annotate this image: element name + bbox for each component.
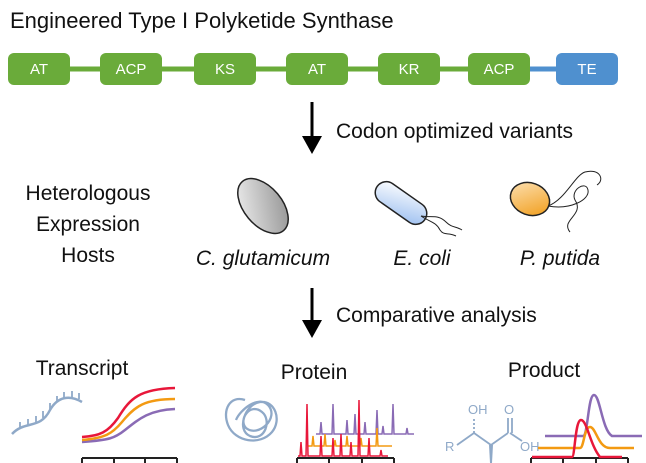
analysis-transcript-label: Transcript — [36, 357, 129, 380]
domain-acp-box: ACP — [100, 53, 162, 85]
step-comparative-analysis: Comparative analysis — [336, 304, 537, 327]
hosts-label-line-1: Heterologous — [26, 182, 151, 205]
p-putida-cell-icon — [509, 170, 602, 233]
host-name-p-putida: P. putida — [520, 247, 600, 270]
domain-label: AT — [308, 61, 326, 78]
product-chromatogram — [530, 393, 642, 463]
protein-trace-purple — [316, 403, 414, 435]
transcript-curve-red — [81, 386, 176, 439]
down-arrow-icon — [302, 288, 322, 338]
step-codon-optimized: Codon optimized variants — [336, 120, 573, 143]
transcript-curve-purple — [81, 407, 176, 444]
domain-label: KR — [399, 61, 420, 78]
transcript-chart — [81, 386, 178, 463]
domain-label: TE — [577, 61, 596, 78]
domain-te-box: TE — [556, 53, 618, 85]
host-name-e-coli: E. coli — [393, 247, 452, 270]
hosts-label-line-2: Expression — [36, 213, 140, 236]
diagram-title: Engineered Type I Polyketide Synthase — [10, 8, 394, 33]
molecule-r-label: R — [445, 439, 454, 454]
c-glutamicum-cell-icon — [237, 177, 289, 235]
domain-ks-box: KS — [194, 53, 256, 85]
domain-label: ACP — [484, 61, 515, 78]
e-coli-cell-icon — [374, 180, 463, 237]
molecule-o-label: O — [504, 402, 514, 417]
product-trace-red — [532, 418, 622, 459]
transcript-curve-orange — [81, 397, 176, 442]
molecule-structure-icon: OH O OH R — [445, 402, 540, 463]
host-name-c-glutamicum: C. glutamicum — [196, 247, 330, 270]
domain-kr-box: KR — [378, 53, 440, 85]
rna-strand-icon — [11, 391, 83, 435]
protein-trace-red — [298, 399, 388, 457]
molecule-oh2-label: OH — [520, 439, 540, 454]
hosts-label-line-3: Hosts — [61, 244, 115, 267]
analysis-product-label: Product — [508, 359, 581, 382]
protein-coil-icon — [224, 397, 278, 442]
molecule-oh-label: OH — [468, 402, 488, 417]
down-arrow-icon — [302, 102, 322, 154]
analysis-protein-label: Protein — [281, 361, 348, 384]
domain-label: AT — [30, 61, 48, 78]
domain-at-box: AT — [8, 53, 70, 85]
domain-label: ACP — [116, 61, 147, 78]
product-trace-orange — [538, 425, 634, 450]
pks-domain-chain: AT ACP KS AT KR ACP TE — [8, 53, 618, 85]
domain-at-box: AT — [286, 53, 348, 85]
domain-acp-box: ACP — [468, 53, 530, 85]
domain-label: KS — [215, 61, 235, 78]
protein-spectrum-chart — [296, 399, 414, 463]
